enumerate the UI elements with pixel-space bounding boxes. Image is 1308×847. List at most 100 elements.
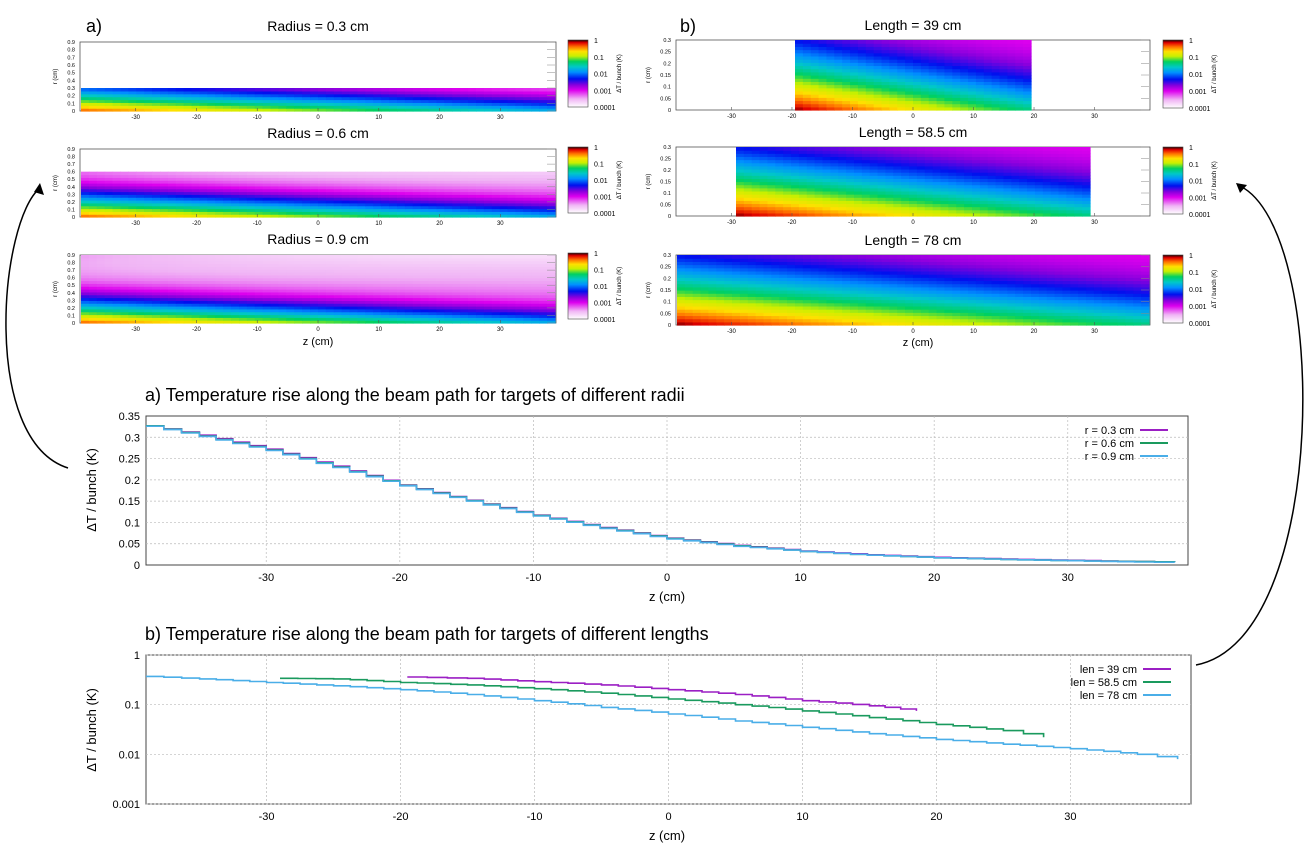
left-panel-3-cell	[160, 280, 169, 284]
left-panel-3-cell	[491, 308, 501, 313]
right-panel-1-cell	[826, 43, 835, 47]
left-panel-3-cell	[491, 317, 501, 321]
right-panel-2-cell	[751, 175, 761, 179]
right-panel-2-cell	[940, 197, 949, 201]
left-panel-1-cell	[183, 102, 193, 106]
left-x-axis-label: z (cm)	[303, 336, 334, 348]
right-panel-1-cell	[913, 75, 922, 79]
right-panel-1-cell	[897, 100, 906, 105]
left-panel-3-cell	[144, 260, 153, 265]
left-panel-1-cell	[452, 108, 461, 112]
right-panel-1-cell	[983, 78, 993, 82]
right-panel-2-cell	[1042, 175, 1052, 179]
left-panel-2-cell	[294, 202, 303, 207]
left-panel-3-cell	[515, 320, 524, 324]
left-panel-3-cell	[468, 263, 477, 267]
left-panel-2-cell	[412, 214, 422, 218]
right-panel-1-cell	[802, 97, 812, 102]
right-panel-3-cell	[1078, 318, 1087, 323]
left-panel-3-cell	[207, 272, 216, 276]
right-panel-3-cell	[1141, 312, 1150, 317]
right-panel-2-cell	[972, 200, 981, 205]
right-panel-2-cell	[822, 156, 831, 161]
left-panel-3-cell	[81, 303, 90, 307]
right-panel-2-cell	[972, 209, 981, 214]
left-panel-2-cell	[436, 185, 445, 190]
right-panel-2-cell	[916, 203, 926, 208]
left-panel-2-cell	[88, 214, 98, 218]
left-panel-2-cell	[128, 194, 137, 198]
right-panel-1-cell	[913, 103, 922, 108]
left-panel-3-cell	[96, 311, 106, 316]
right-panel-2-cell	[798, 212, 808, 217]
right-panel-2-cell	[924, 162, 934, 167]
right-panel-2-colorbar-tick: 0.001	[1189, 195, 1207, 202]
right-panel-1-cell	[944, 78, 953, 82]
right-panel-2-cell	[1066, 181, 1075, 186]
left-panel-2-cell	[499, 200, 509, 204]
left-panel-3-cell	[483, 277, 493, 282]
left-panel-3-cell	[452, 311, 461, 316]
left-panel-3-cell	[365, 320, 374, 324]
left-panel-3-cell	[452, 317, 461, 321]
right-panel-2-cell	[1019, 150, 1028, 154]
left-panel-2-cell	[120, 171, 129, 176]
right-panel-2-cell	[854, 187, 863, 192]
left-panel-2-cell	[270, 211, 280, 215]
left-panel-1-cell	[412, 102, 422, 106]
right-panel-2-cell	[846, 206, 855, 211]
left-panel-2-cell	[341, 185, 351, 190]
right-panel-1-cell	[795, 87, 804, 92]
left-panel-2-cell	[88, 183, 98, 187]
right-panel-1-cell	[857, 55, 867, 60]
left-panel-2-cell	[468, 188, 477, 193]
right-panel-1-cell	[913, 68, 922, 73]
left-panel-2-cell	[199, 180, 208, 184]
left-panel-3-cell	[294, 286, 303, 290]
left-panel-3-cell	[452, 255, 461, 259]
right-panel-1-cell	[818, 94, 828, 98]
right-panel-1-cell	[857, 49, 867, 54]
right-panel-2-cell	[1003, 200, 1012, 205]
left-panel-3-cell	[254, 257, 264, 262]
left-panel-1-cell	[476, 96, 485, 101]
left-panel-3-cell	[112, 260, 122, 265]
right-panel-2-cell	[893, 190, 902, 195]
left-panel-2-cell	[96, 171, 106, 176]
right-panel-2-cell	[861, 212, 871, 217]
right-panel-1-cell	[1023, 46, 1032, 51]
left-panel-3-cell	[318, 294, 327, 299]
left-panel-2-cell	[88, 180, 98, 184]
left-panel-3-cell	[136, 255, 145, 259]
right-panel-3-cell	[787, 315, 796, 320]
right-panel-2-cell	[854, 150, 863, 154]
left-panel-3-cell	[325, 255, 335, 259]
left-panel-2-cell	[349, 191, 359, 195]
right-panel-1-cell	[834, 90, 843, 95]
left-panel-2-cell	[215, 197, 224, 201]
right-panel-1-cell	[850, 55, 859, 60]
left-panel-1-cell	[302, 88, 311, 92]
right-panel-2-cell	[940, 172, 949, 176]
left-panel-2-cell	[112, 180, 122, 184]
right-panel-1-cell	[968, 68, 977, 73]
left-panel-1-cell	[215, 88, 224, 92]
left-panel-3-cell	[389, 269, 398, 273]
right-panel-2-cell	[791, 156, 800, 161]
left-panel-1-cell	[483, 96, 493, 101]
left-panel-3-cell	[365, 280, 374, 284]
left-panel-2-cell	[120, 188, 129, 193]
left-panel-2-cell	[128, 171, 137, 176]
right-panel-1-xtick-label: -20	[788, 114, 797, 120]
right-panel-1-cell	[905, 106, 914, 111]
left-panel-3-cell	[523, 306, 532, 310]
left-panel-3-cell	[294, 289, 303, 293]
left-panel-3-cell	[539, 294, 548, 299]
left-panel-2-cell	[452, 171, 461, 176]
left-panel-2-cell	[460, 202, 469, 207]
right-panel-1-cell	[920, 100, 930, 105]
right-panel-2-cell	[814, 184, 824, 189]
right-panel-2-cell	[1027, 206, 1036, 211]
right-panel-1-cell	[968, 97, 977, 102]
left-panel-2-cell	[420, 177, 430, 181]
